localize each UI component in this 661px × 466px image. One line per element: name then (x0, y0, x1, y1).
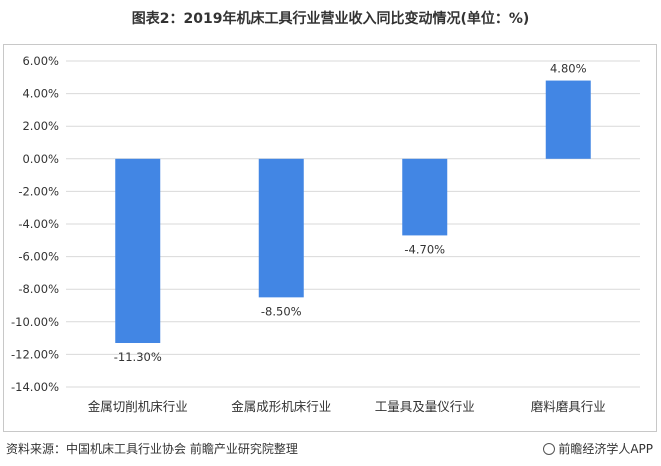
brand-credit: 前瞻经济学人APP (543, 440, 653, 457)
brand-logo-icon (543, 443, 556, 455)
y-tick-label: 0.00% (22, 152, 59, 166)
bar (545, 80, 591, 159)
y-tick-label: 6.00% (22, 54, 59, 68)
chart-frame (3, 44, 657, 432)
bar (258, 158, 304, 298)
x-tick-label: 金属成形机床行业 (231, 399, 331, 414)
y-tick-label: -2.00% (18, 184, 59, 198)
y-tick-label: -14.00% (11, 380, 59, 394)
y-tick-label: -12.00% (11, 347, 59, 361)
x-tick-label: 金属切削机床行业 (88, 399, 188, 414)
source-note: 资料来源：中国机床工具行业协会 前瞻产业研究院整理 (6, 442, 298, 456)
data-label: -4.70% (404, 242, 445, 256)
y-tick-label: -4.00% (18, 217, 59, 231)
x-tick-label: 磨料磨具行业 (531, 399, 606, 414)
y-tick-label: -10.00% (11, 315, 59, 329)
bar (115, 158, 161, 343)
data-label: 4.80% (550, 62, 587, 76)
data-label: -8.50% (261, 304, 302, 318)
y-tick-label: 4.00% (22, 87, 59, 101)
x-tick-label: 工量具及量仪行业 (375, 399, 475, 414)
bar (402, 158, 448, 236)
data-label: -11.30% (114, 350, 162, 364)
brand-label: 前瞻经济学人APP (558, 442, 653, 456)
y-tick-label: -8.00% (18, 282, 59, 296)
chart-title: 图表2：2019年机床工具行业营业收入同比变动情况(单位：%) (131, 11, 530, 27)
y-tick-label: 2.00% (22, 119, 59, 133)
y-tick-label: -6.00% (18, 250, 59, 264)
